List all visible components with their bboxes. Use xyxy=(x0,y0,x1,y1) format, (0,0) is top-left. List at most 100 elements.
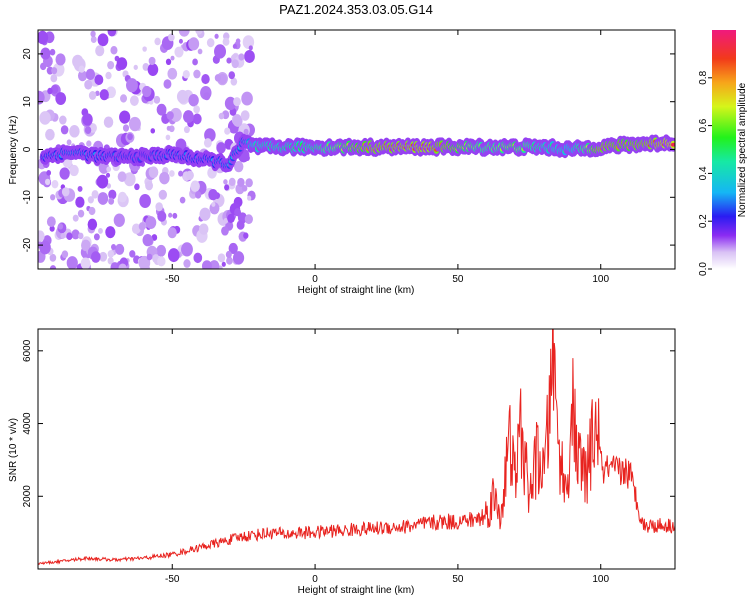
spectrogram-cell xyxy=(117,191,127,203)
spectrogram-cell xyxy=(167,67,178,80)
spectrogram-cell xyxy=(158,189,168,200)
spectrogram-cell xyxy=(71,229,80,240)
spectrogram-cell xyxy=(107,250,115,258)
spectrogram-cell xyxy=(142,233,153,247)
spectrogram-cell xyxy=(241,185,248,192)
spectrogram-cell xyxy=(96,174,109,189)
spectrogram-cell xyxy=(98,227,103,234)
spectrogram-cell xyxy=(199,223,209,235)
spectrogram-cell xyxy=(51,67,58,75)
spectrogram-cell xyxy=(146,253,153,261)
spectrogram-cell xyxy=(151,234,158,241)
spectrogram-cell xyxy=(234,161,244,173)
spectrogram-cell xyxy=(222,37,230,46)
spectrogram-cell xyxy=(75,196,85,208)
spectrogram-cell xyxy=(49,265,57,269)
spectrogram-y-label: Frequency (Hz) xyxy=(8,116,19,185)
snr-x-label: Height of straight line (km) xyxy=(298,585,415,596)
y-tick-label: 0 xyxy=(22,146,33,152)
spectrogram-cell xyxy=(224,127,231,135)
spectrogram-cell xyxy=(94,74,104,86)
spectrogram-cell xyxy=(244,49,255,63)
spectrogram-cell xyxy=(238,53,245,61)
spectrogram-cell xyxy=(60,233,66,239)
spectrogram-cell xyxy=(84,126,92,134)
spectrogram-cell xyxy=(174,46,184,58)
spectrogram-cell xyxy=(166,111,174,120)
spectrogram-cell xyxy=(59,115,67,125)
spectrogram-cell xyxy=(223,217,229,224)
spectrogram-cell xyxy=(39,240,51,255)
spectrogram-cell xyxy=(122,124,130,132)
spectrogram-cell xyxy=(208,188,218,201)
spectrogram-cell xyxy=(178,30,190,37)
spectrogram-cell xyxy=(91,190,99,199)
y-tick-label: -20 xyxy=(22,237,33,252)
spectrogram-cell xyxy=(165,58,172,66)
spectrogram-cell xyxy=(127,133,133,141)
spectrogram-cell xyxy=(195,30,203,35)
chart-title: PAZ1.2024.353.03.05.G14 xyxy=(279,2,433,17)
spectrogram-cell xyxy=(85,68,96,81)
spectrogram-cell xyxy=(142,46,147,52)
y-tick-label: 20 xyxy=(22,48,33,60)
spectrogram-cell xyxy=(227,213,235,223)
spectrogram-cell xyxy=(39,111,51,125)
spectrogram-cell xyxy=(59,167,70,180)
spectrogram-cell xyxy=(226,57,232,64)
spectrogram-cell xyxy=(221,261,226,267)
spectrogram-cell xyxy=(163,79,172,89)
spectrogram-cell xyxy=(86,140,92,147)
spectrogram-cell xyxy=(203,92,211,101)
spectrogram-cell xyxy=(224,184,230,191)
spectrogram-cell xyxy=(203,138,212,148)
spectrogram-cell xyxy=(106,166,112,173)
spectrogram-cell xyxy=(38,230,45,242)
spectrogram-cell xyxy=(90,30,96,38)
spectrogram-cell xyxy=(88,91,97,100)
spectrogram-cell xyxy=(55,53,66,66)
spectrogram-cell xyxy=(51,179,59,189)
spectrogram-cell xyxy=(49,48,56,56)
spectrogram-cell xyxy=(45,128,55,141)
spectrogram-cell xyxy=(240,110,250,121)
spectrogram-cell xyxy=(105,172,111,178)
spectrogram-cell xyxy=(80,257,91,269)
spectrogram-cell xyxy=(225,250,232,259)
spectrogram-cell xyxy=(105,71,112,80)
spectrogram-cell xyxy=(153,95,161,104)
spectrogram-cell xyxy=(170,107,182,123)
spectrogram-cell xyxy=(172,212,178,219)
x-tick-label: 0 xyxy=(312,574,318,585)
spectrogram-cell xyxy=(188,37,200,51)
spectrogram-cell xyxy=(148,166,159,179)
spectrogram-cell xyxy=(235,38,241,44)
spectrogram-cell xyxy=(157,256,166,267)
spectrogram-cell xyxy=(147,63,159,76)
spectrogram-cell xyxy=(170,55,175,61)
spectrogram-cell xyxy=(90,35,97,43)
spectrogram-cell xyxy=(50,85,59,94)
spectrogram-cell xyxy=(211,201,216,207)
spectrogram-cell xyxy=(223,179,228,185)
x-tick-label: -50 xyxy=(165,574,180,585)
y-tick-label: 6000 xyxy=(22,339,33,362)
spectrogram-cell xyxy=(78,232,84,240)
spectrogram-cell xyxy=(38,30,49,45)
colorbar-tick-label: 0.4 xyxy=(698,166,709,180)
spectrogram-cell xyxy=(145,180,154,191)
spectrogram-cell xyxy=(156,244,167,257)
snr-plot-area xyxy=(38,329,675,569)
spectrogram-cell xyxy=(168,212,173,218)
spectrogram-cell xyxy=(157,210,167,222)
spectrogram-cell xyxy=(142,85,152,98)
colorbar-tick-label: 0.6 xyxy=(698,118,709,132)
spectrogram-cell xyxy=(134,183,140,191)
spectrogram-cell xyxy=(193,105,200,114)
spectrogram-cell xyxy=(165,134,171,141)
y-tick-label: 4000 xyxy=(22,412,33,435)
spectrogram-cell xyxy=(228,242,238,254)
spectrogram-cell xyxy=(123,172,136,187)
spectrogram-cell xyxy=(69,125,80,138)
spectrogram-cell xyxy=(46,216,56,228)
